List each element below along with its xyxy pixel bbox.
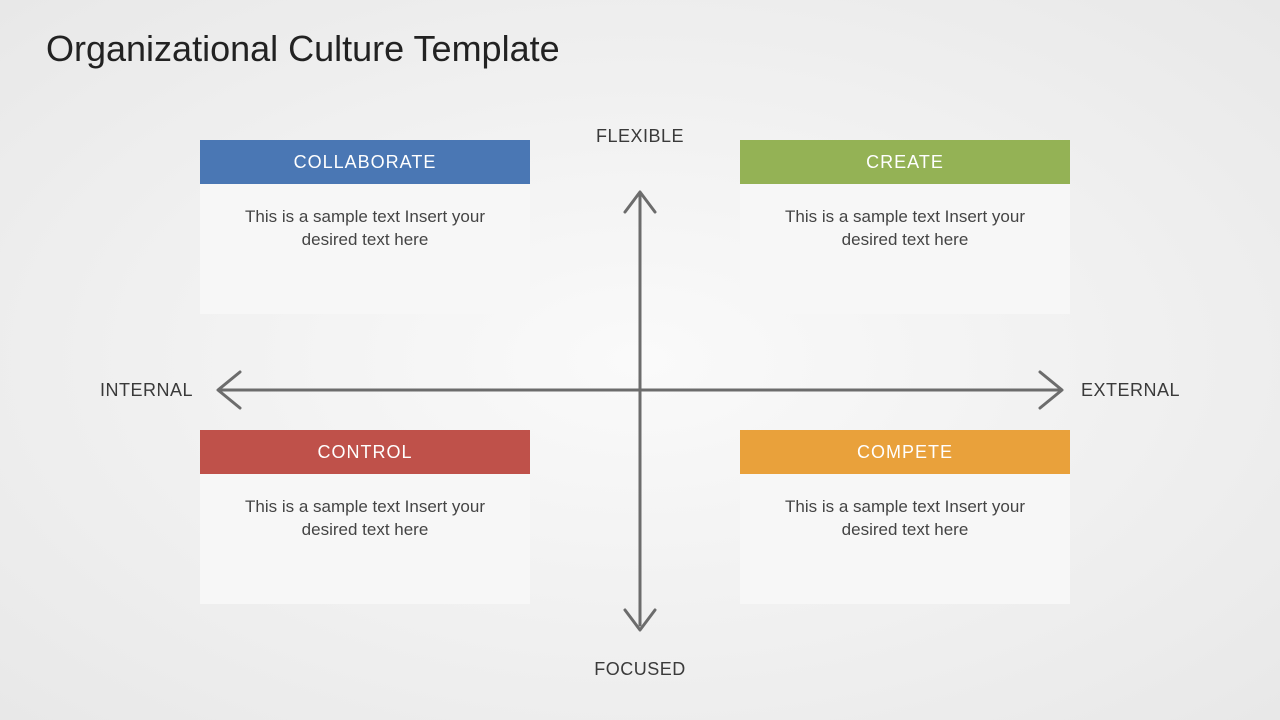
quadrant-body: This is a sample text Insert your desire… bbox=[740, 184, 1070, 314]
quadrant-body: This is a sample text Insert your desire… bbox=[200, 474, 530, 604]
quadrant-compete: COMPETE This is a sample text Insert you… bbox=[740, 430, 1070, 604]
quadrant-diagram: FLEXIBLE FOCUSED INTERNAL EXTERNAL COLLA… bbox=[100, 120, 1180, 680]
quadrant-collaborate: COLLABORATE This is a sample text Insert… bbox=[200, 140, 530, 314]
quadrant-header: CONTROL bbox=[200, 430, 530, 474]
quadrant-create: CREATE This is a sample text Insert your… bbox=[740, 140, 1070, 314]
page-title: Organizational Culture Template bbox=[46, 28, 560, 70]
axis-label-top: FLEXIBLE bbox=[596, 126, 684, 147]
axis-label-right: EXTERNAL bbox=[1081, 380, 1180, 401]
axis-label-bottom: FOCUSED bbox=[594, 659, 686, 680]
quadrant-header: COLLABORATE bbox=[200, 140, 530, 184]
quadrant-header: CREATE bbox=[740, 140, 1070, 184]
quadrant-body: This is a sample text Insert your desire… bbox=[200, 184, 530, 314]
axis-label-left: INTERNAL bbox=[100, 380, 193, 401]
quadrant-control: CONTROL This is a sample text Insert you… bbox=[200, 430, 530, 604]
quadrant-body: This is a sample text Insert your desire… bbox=[740, 474, 1070, 604]
quadrant-header: COMPETE bbox=[740, 430, 1070, 474]
